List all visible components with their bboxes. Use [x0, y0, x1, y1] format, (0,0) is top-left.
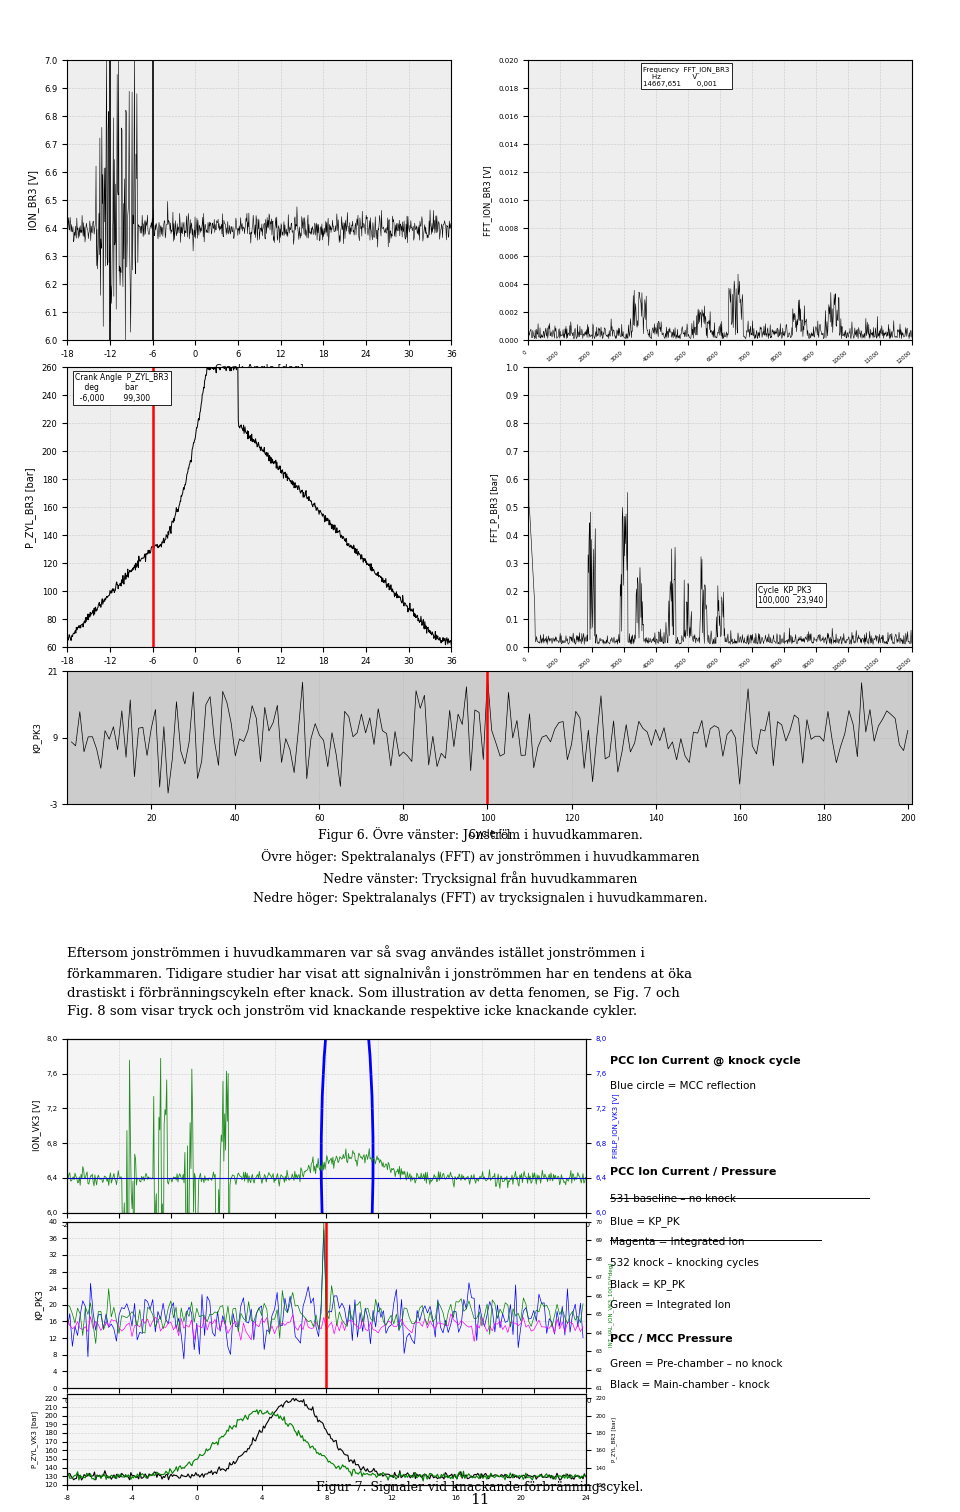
- Text: Figur 7. Signaler vid knackande förbränningscykel.: Figur 7. Signaler vid knackande förbränn…: [317, 1480, 643, 1494]
- Text: Green = Integrated Ion: Green = Integrated Ion: [610, 1300, 731, 1311]
- Text: Blue = KP_PK: Blue = KP_PK: [610, 1216, 680, 1226]
- Text: Eftersom jonströmmen i huvudkammaren var så svag användes istället jonströmmen i: Eftersom jonströmmen i huvudkammaren var…: [67, 945, 692, 1018]
- Y-axis label: P_ZYL_VK3 [bar]: P_ZYL_VK3 [bar]: [32, 1411, 38, 1468]
- Text: 532 knock – knocking cycles: 532 knock – knocking cycles: [610, 1258, 758, 1269]
- Y-axis label: KP_PK3: KP_PK3: [34, 1290, 43, 1320]
- Text: Black = Main-chamber - knock: Black = Main-chamber - knock: [610, 1380, 769, 1391]
- Text: Crank Angle  P_ZYL_BR3
    deg           bar
  -6,000        99,300: Crank Angle P_ZYL_BR3 deg bar -6,000 99,…: [75, 373, 168, 402]
- X-axis label: Cycle [-]: Cycle [-]: [469, 829, 510, 839]
- X-axis label: Crank Angle [deg]: Crank Angle [deg]: [215, 671, 303, 682]
- X-axis label: Crank Angle [deg]: Crank Angle [deg]: [215, 364, 303, 375]
- Text: 11: 11: [470, 1494, 490, 1507]
- Y-axis label: INT_VAL_ION_VK3_100 [V*deg]: INT_VAL_ION_VK3_100 [V*deg]: [608, 1263, 613, 1347]
- Text: 531 baseline – no knock: 531 baseline – no knock: [610, 1194, 735, 1205]
- Text: Magenta = Integrated Ion: Magenta = Integrated Ion: [610, 1237, 744, 1247]
- Text: Frequency  FFT_ION_BR3
    Hz              V
14667,651       0,001: Frequency FFT_ION_BR3 Hz V 14667,651 0,0…: [643, 67, 730, 86]
- Text: Black = KP_PK: Black = KP_PK: [610, 1279, 684, 1290]
- Text: PCC / MCC Pressure: PCC / MCC Pressure: [610, 1334, 732, 1344]
- Text: PCC Ion Current / Pressure: PCC Ion Current / Pressure: [610, 1167, 776, 1178]
- Text: Cycle  KP_PK3
100,000   23,940: Cycle KP_PK3 100,000 23,940: [758, 585, 824, 605]
- Y-axis label: ION_BR3 [V]: ION_BR3 [V]: [28, 171, 38, 230]
- Text: PCC Ion Current @ knock cycle: PCC Ion Current @ knock cycle: [610, 1055, 801, 1066]
- Y-axis label: KP_PK3: KP_PK3: [33, 723, 41, 753]
- X-axis label: Frequency [Hz]: Frequency [Hz]: [684, 370, 756, 381]
- X-axis label: Cycle [-]: Cycle [-]: [309, 1409, 344, 1418]
- Y-axis label: P_ZYL_BR3 [bar]: P_ZYL_BR3 [bar]: [612, 1417, 617, 1462]
- Y-axis label: FFT_ION_BR3 [V]: FFT_ION_BR3 [V]: [484, 165, 492, 236]
- Y-axis label: ION_VK3 [V]: ION_VK3 [V]: [32, 1101, 40, 1151]
- X-axis label: Frequency [Hz]: Frequency [Hz]: [684, 677, 756, 688]
- Text: Green = Pre-chamber – no knock: Green = Pre-chamber – no knock: [610, 1359, 782, 1370]
- Text: Figur 6. Övre vänster: Jonström i huvudkammaren.
Övre höger: Spektralanalys (FFT: Figur 6. Övre vänster: Jonström i huvudk…: [252, 827, 708, 906]
- Y-axis label: FFT_P_BR3 [bar]: FFT_P_BR3 [bar]: [491, 473, 499, 541]
- Y-axis label: P_ZYL_BR3 [bar]: P_ZYL_BR3 [bar]: [25, 467, 36, 547]
- Text: Blue circle = MCC reflection: Blue circle = MCC reflection: [610, 1081, 756, 1092]
- Y-axis label: FIRLP_ION_VK3 [V]: FIRLP_ION_VK3 [V]: [612, 1093, 619, 1158]
